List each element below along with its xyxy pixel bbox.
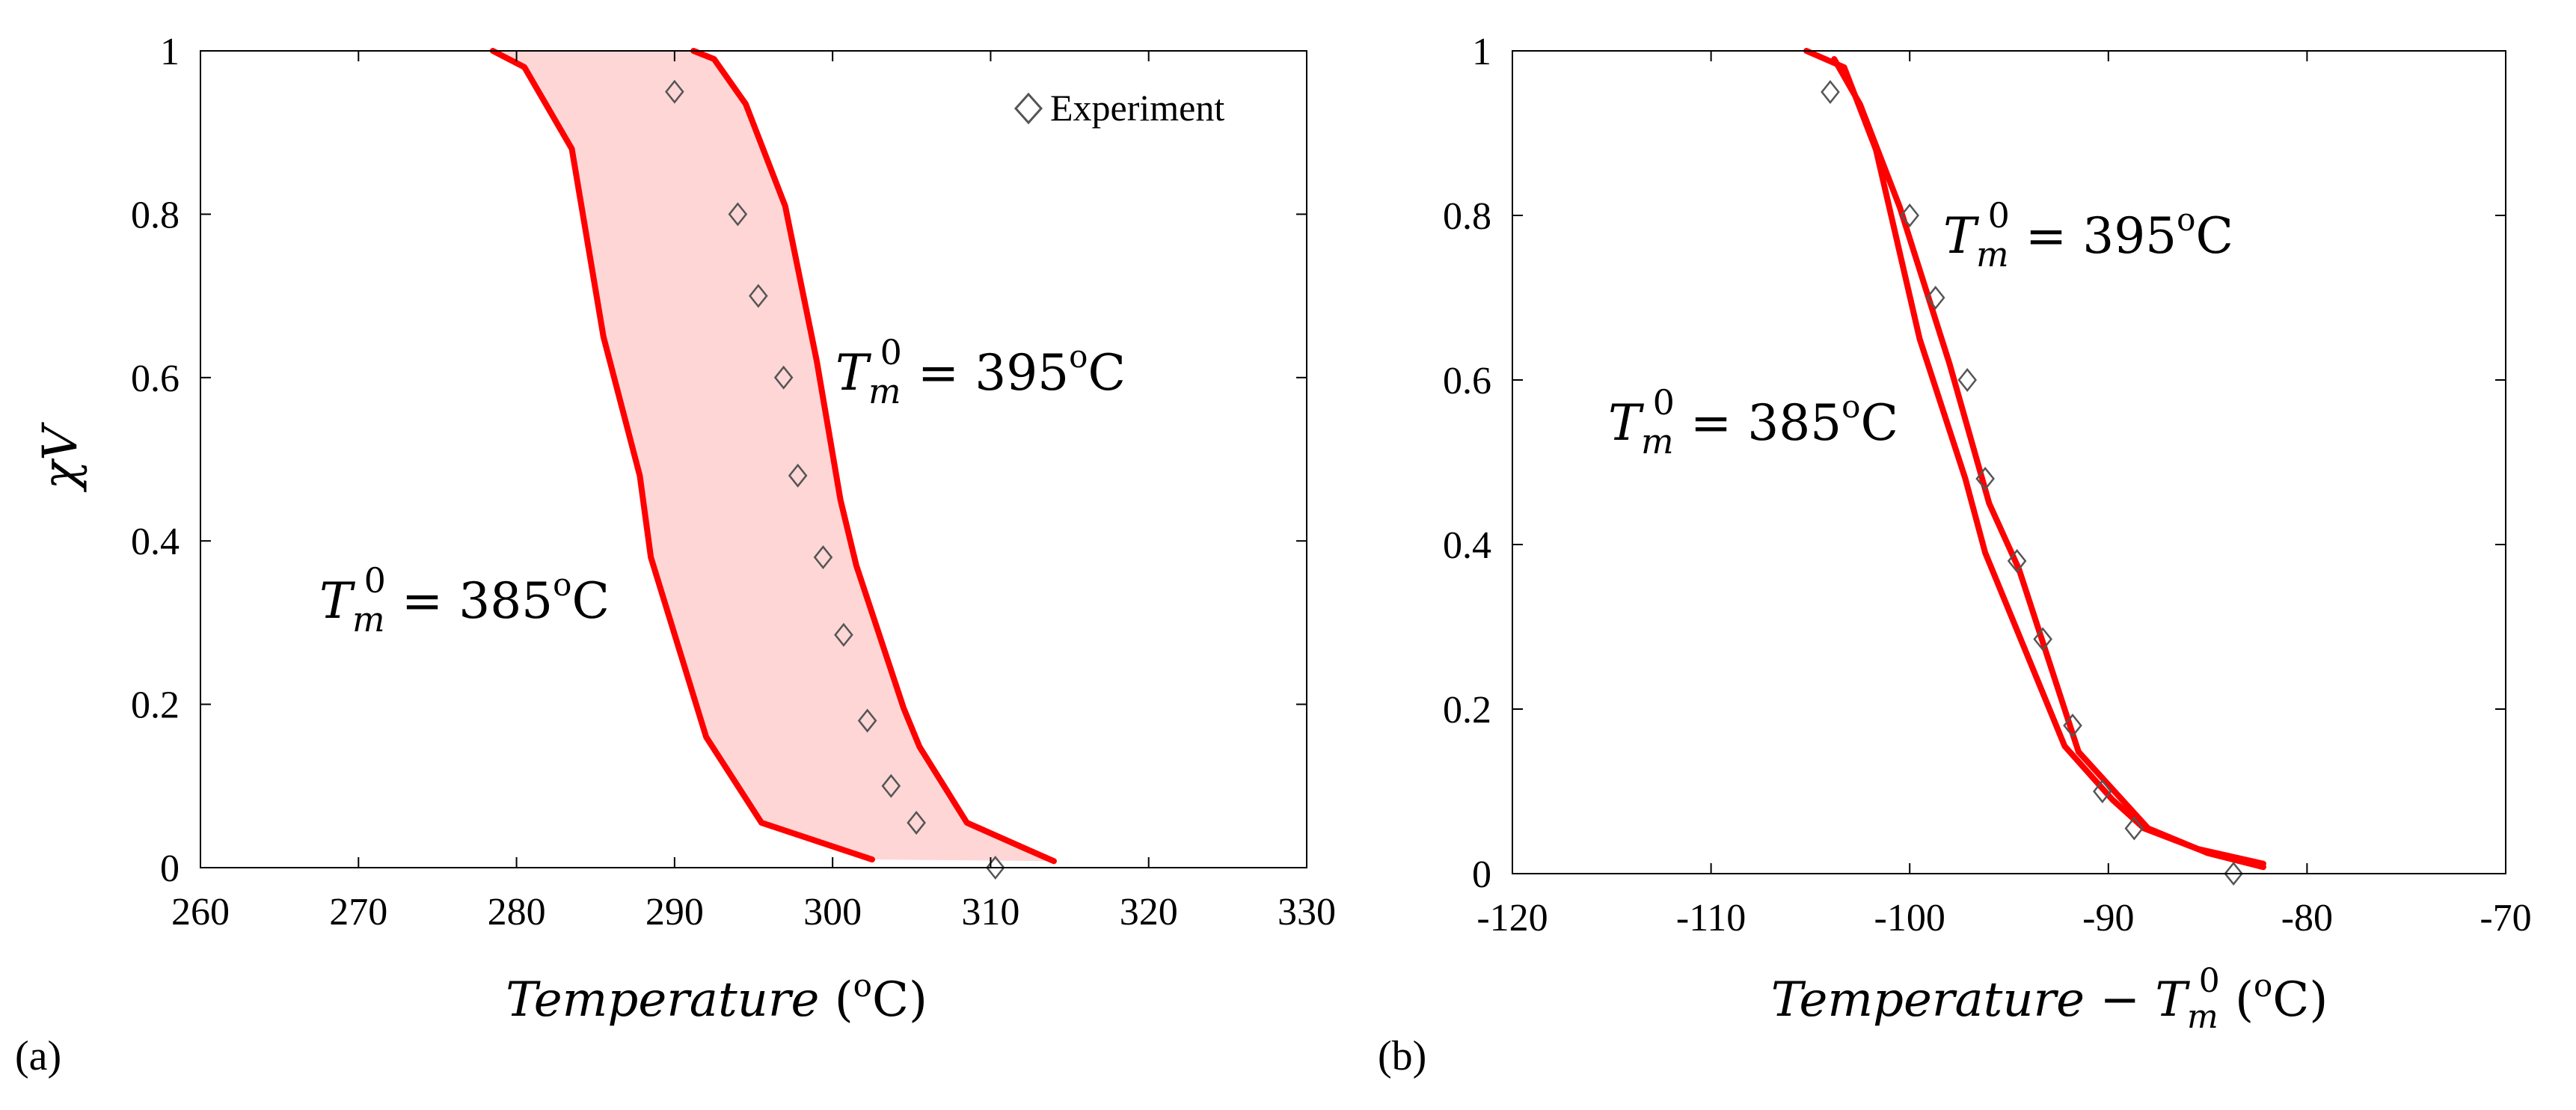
experiment-point	[1900, 203, 1920, 228]
panel-a-shaded-band	[492, 51, 1054, 862]
series-line-395	[1831, 56, 2266, 871]
panel-b-label: (b)	[1378, 1033, 1426, 1079]
experiment-point	[2007, 548, 2027, 574]
annotation-b-395: Tm0 = 395oC	[1943, 195, 2233, 275]
experiment-point	[857, 708, 877, 733]
y-tick-label: 0.2	[1443, 689, 1491, 732]
x-tick-label: 330	[1278, 891, 1336, 933]
experiment-point	[665, 79, 684, 104]
y-tick-label: 0.6	[131, 358, 180, 400]
experiment-point	[834, 622, 853, 647]
legend-marker-diamond-icon	[1013, 92, 1043, 125]
y-tick-label: 0.4	[1443, 524, 1491, 567]
x-tick-label: 310	[961, 891, 1019, 933]
experiment-point	[1821, 79, 1840, 105]
x-tick-label: 260	[171, 891, 230, 933]
y-tick-label: 0	[1472, 853, 1491, 896]
y-tick-label: 0.6	[1443, 360, 1491, 402]
experiment-point	[788, 463, 808, 488]
panel-b-series-lines	[1803, 48, 2266, 871]
experiment-point	[2124, 816, 2144, 841]
experiment-point	[749, 283, 768, 308]
experiment-point	[728, 202, 748, 227]
experiment-point	[773, 365, 794, 390]
y-tick-label: 0.8	[131, 194, 180, 236]
experiment-point	[985, 855, 1005, 880]
y-tick-label: 1	[160, 31, 180, 73]
x-tick-label: 300	[803, 891, 862, 933]
panel-a-legend: Experiment	[1013, 87, 1224, 129]
experiment-point	[2224, 861, 2243, 886]
x-tick-label: -80	[2281, 897, 2333, 939]
annotation-395: Tm0 = 395oC	[835, 332, 1126, 411]
panel-a-axes-frame	[200, 50, 1307, 868]
experiment-point	[1925, 285, 1945, 310]
experiment-point	[2033, 627, 2052, 651]
y-tick-label: 1	[1472, 31, 1491, 73]
panel-a-series-lines	[489, 48, 1057, 865]
y-tick-label: 0.4	[131, 521, 180, 563]
panel-a-ticks: 260 270 280 290 300 310 320 330 0 0.2 0.4 0.6 0.8 1	[131, 31, 1336, 933]
x-tick-label: -110	[1676, 897, 1746, 939]
series-line-395	[690, 48, 1057, 865]
x-tick-label: 320	[1120, 891, 1178, 933]
panel-b-x-axis-label: Temperature − Tm0 (oC)	[1771, 962, 2328, 1036]
panel-a: 260 270 280 290 300 310 320 330 0 0.2 0.4 0.6 0.8 1 E…	[15, 31, 1336, 1079]
series-line-385	[489, 48, 875, 863]
series-line-385	[1803, 48, 2266, 867]
x-tick-label: -120	[1476, 897, 1548, 939]
x-tick-label: -70	[2480, 897, 2531, 939]
annotation-b-385: Tm0 = 385oC	[1608, 382, 1898, 462]
y-tick-label: 0.2	[131, 684, 180, 727]
y-tick-label: 0.8	[1443, 195, 1491, 238]
panel-a-x-axis-label: Temperature (oC)	[506, 967, 927, 1028]
panel-b-axes-frame	[1512, 50, 2506, 874]
x-tick-label: 270	[329, 891, 387, 933]
annotation-385: Tm0 = 385oC	[319, 560, 610, 640]
experiment-point	[1975, 466, 1995, 491]
panel-b-ticks: -120 -110 -100 -90 -80 -70 0 0.2 0.4 0.6 0.8 1	[1443, 31, 2532, 939]
experiment-point	[2093, 779, 2112, 804]
x-tick-label: 280	[488, 891, 546, 933]
experiment-point	[813, 545, 833, 570]
x-tick-label: 290	[645, 891, 704, 933]
x-tick-label: -100	[1874, 897, 1945, 939]
experiment-point	[907, 810, 926, 835]
experiment-point	[881, 773, 901, 798]
legend-label: Experiment	[1050, 87, 1224, 129]
x-tick-label: -90	[2082, 897, 2134, 939]
y-tick-label: 0	[160, 847, 180, 890]
panel-b: -120 -110 -100 -90 -80 -70 0 0.2 0.4 0.6 0.8 1 Tm0 …	[1378, 31, 2532, 1079]
panel-a-y-axis-label: χV	[33, 422, 88, 493]
panel-a-experiment-points	[665, 79, 1005, 880]
panel-b-experiment-points	[1821, 79, 2243, 886]
experiment-point	[1957, 367, 1978, 393]
panel-a-label: (a)	[15, 1033, 61, 1079]
experiment-point	[2063, 713, 2082, 738]
